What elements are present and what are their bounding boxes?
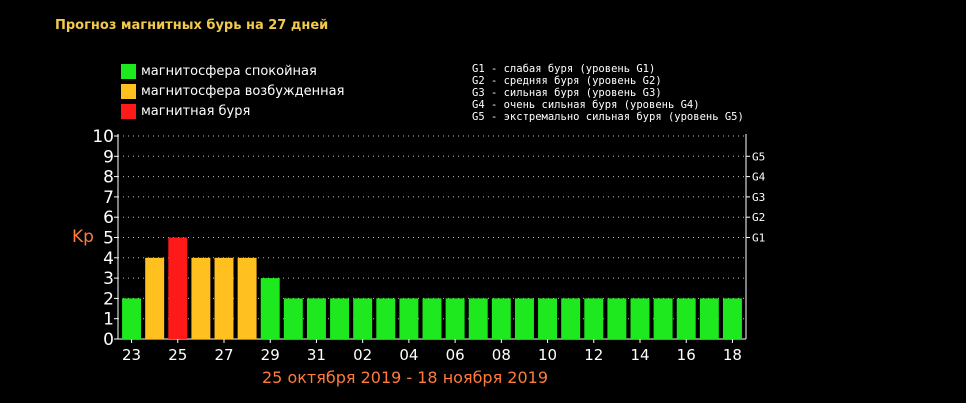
y-tick-label: 3 (103, 269, 114, 289)
bar-23 (122, 298, 142, 339)
bar-30 (283, 298, 303, 339)
y-tick-label: 1 (103, 310, 114, 330)
bar-02 (353, 298, 373, 339)
bar-31 (306, 298, 326, 339)
bar-13 (607, 298, 627, 339)
legend-swatch-storm (121, 103, 136, 119)
y-tick-label: 8 (103, 168, 114, 188)
y-tick-label: 0 (103, 330, 114, 350)
bar-24 (145, 257, 165, 339)
bar-06 (445, 298, 465, 339)
bar-18 (722, 298, 742, 339)
bar-17 (699, 298, 719, 339)
bar-15 (653, 298, 673, 339)
x-tick-label: 08 (492, 346, 511, 364)
bar-26 (191, 257, 211, 339)
legend-label-excited: магнитосфера возбужденная (141, 83, 345, 99)
chart-title: Прогноз магнитных бурь на 27 дней (55, 18, 329, 33)
x-tick-label: 31 (307, 346, 326, 364)
bar-09 (514, 298, 534, 339)
x-tick-label: 10 (538, 346, 557, 364)
date-range-label: 25 октября 2019 - 18 ноября 2019 (262, 368, 549, 387)
g-scale-g2: G2 - средняя буря (уровень G2) (472, 75, 662, 87)
y-tick-label: 4 (103, 249, 114, 269)
bar-05 (422, 298, 442, 339)
y-tick-label: 5 (103, 229, 114, 249)
x-tick-label: 06 (446, 346, 465, 364)
x-tick-label: 25 (168, 346, 187, 364)
x-tick-label: 18 (723, 346, 742, 364)
x-tick-label: 23 (122, 346, 141, 364)
x-tick-label: 29 (261, 346, 280, 364)
y-tick-label: 2 (103, 289, 114, 309)
x-tick-label: 04 (399, 346, 418, 364)
x-tick-label: 27 (214, 346, 233, 364)
bar-25 (168, 237, 188, 339)
bar-01 (330, 298, 350, 339)
bar-27 (214, 257, 234, 339)
g-tick-label: G1 (752, 232, 765, 245)
g-scale-g3: G3 - сильная буря (уровень G3) (472, 87, 662, 99)
bar-07 (468, 298, 488, 339)
g-scale-g5: G5 - экстремально сильная буря (уровень … (472, 111, 744, 123)
g-tick-label: G2 (752, 211, 765, 224)
legend-item-excited: магнитосфера возбужденная (121, 83, 344, 99)
legend-label-quiet: магнитосфера спокойная (141, 63, 317, 79)
g-scale-g1: G1 - слабая буря (уровень G1) (472, 63, 656, 75)
bar-04 (399, 298, 419, 339)
bar-29 (260, 278, 280, 339)
legend-swatch-excited (121, 83, 136, 99)
y-axis-label: Kp (72, 227, 94, 247)
g-tick-label: G4 (752, 171, 766, 184)
y-tick-label: 10 (92, 127, 114, 147)
bar-28 (237, 257, 257, 339)
x-tick-label: 16 (677, 346, 696, 364)
g-scale-g4: G4 - очень сильная буря (уровень G4) (472, 99, 700, 111)
y-tick-label: 6 (103, 208, 114, 228)
x-tick-label: 12 (584, 346, 603, 364)
legend-swatch-quiet (121, 63, 136, 79)
legend-item-quiet: магнитосфера спокойная (121, 63, 317, 79)
x-tick-label: 14 (630, 346, 649, 364)
x-tick-label: 02 (353, 346, 372, 364)
bar-11 (561, 298, 581, 339)
y-tick-label: 9 (103, 147, 114, 167)
bar-12 (584, 298, 604, 339)
g-tick-label: G3 (752, 191, 765, 204)
bar-16 (676, 298, 696, 339)
bar-10 (538, 298, 558, 339)
bar-14 (630, 298, 650, 339)
g-tick-label: G5 (752, 150, 765, 163)
bar-08 (491, 298, 511, 339)
y-tick-label: 7 (103, 188, 114, 208)
legend-label-storm: магнитная буря (141, 103, 251, 119)
bar-03 (376, 298, 396, 339)
legend-item-storm: магнитная буря (121, 103, 250, 119)
